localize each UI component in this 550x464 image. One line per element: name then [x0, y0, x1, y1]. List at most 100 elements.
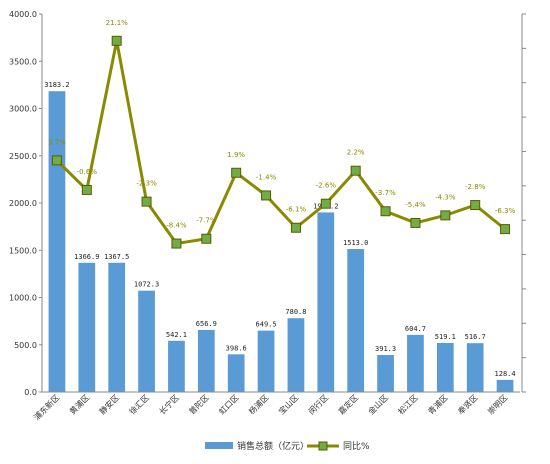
bar	[407, 334, 424, 392]
yoy-value-label: -8.4%	[166, 222, 187, 230]
yoy-marker	[500, 224, 511, 235]
bar-value-label: 656.9	[196, 320, 217, 328]
category-label: 奉贤区	[456, 392, 480, 416]
left-axis-tick-label: 500.0	[14, 341, 37, 350]
yoy-value-label: -2.8%	[465, 183, 486, 191]
bar	[78, 262, 96, 392]
category-label: 青浦区	[426, 392, 450, 416]
bar	[48, 91, 66, 393]
category-label: 闵行区	[306, 392, 330, 416]
bar	[287, 318, 305, 392]
yoy-value-label: 1.9%	[227, 151, 245, 159]
legend-label-sales: 销售总额（亿元）	[237, 440, 309, 452]
bar-value-label: 1072.3	[134, 281, 159, 289]
yoy-marker	[111, 35, 122, 46]
bar	[138, 290, 155, 392]
bar	[257, 330, 275, 392]
yoy-marker	[470, 200, 481, 211]
yoy-value-label: -2.6%	[316, 182, 337, 190]
yoy-value-label: -3.7%	[375, 189, 396, 197]
yoy-value-label: 2.2%	[347, 149, 365, 157]
bar	[347, 249, 365, 392]
yoy-marker	[410, 217, 421, 228]
bar-value-label: 128.4	[495, 370, 516, 378]
left-axis-tick-label: 0.0	[24, 388, 37, 397]
bar	[197, 329, 215, 392]
bar	[227, 354, 245, 392]
bar-value-label: 398.6	[226, 344, 247, 352]
category-label: 徐汇区	[127, 392, 151, 416]
yoy-marker	[320, 198, 331, 209]
right-axis	[521, 13, 526, 393]
yoy-value-label: -1.4%	[256, 173, 277, 181]
bar-value-label: 604.7	[405, 325, 426, 333]
legend-swatch-sales	[205, 442, 233, 449]
left-axis-tick-label: 1500.0	[9, 246, 37, 255]
legend-marker-yoy	[318, 441, 328, 451]
bar	[436, 342, 454, 392]
legend-label-yoy: 同比%	[343, 440, 370, 452]
yoy-value-label: -0.6%	[77, 168, 98, 176]
yoy-line	[55, 40, 507, 246]
category-label: 嘉定区	[336, 392, 360, 416]
bar-value-label: 649.5	[256, 321, 277, 329]
category-label: 崇明区	[486, 393, 509, 416]
left-axis-tick-label: 4000.0	[9, 10, 37, 19]
yoy-value-label: 3.7%	[48, 138, 66, 146]
bar	[317, 212, 335, 392]
bar	[377, 355, 394, 392]
bar	[496, 379, 514, 392]
bar-value-label: 391.3	[375, 345, 396, 353]
yoy-value-label: -7.7%	[196, 217, 217, 225]
category-label: 黄浦区	[67, 392, 91, 416]
category-label: 杨浦区	[246, 392, 270, 416]
category-label: 长宁区	[157, 392, 181, 416]
legend: 销售总额（亿元） 同比%	[205, 440, 370, 452]
yoy-marker	[81, 184, 92, 195]
left-axis-tick-label: 2500.0	[9, 152, 37, 161]
yoy-marker	[350, 165, 361, 176]
left-axis-tick-label: 2000.0	[9, 199, 37, 208]
bar-value-label: 780.8	[285, 308, 306, 316]
category-label: 虹口区	[217, 393, 240, 416]
bar-value-label: 519.1	[435, 333, 456, 341]
bar-value-label: 3183.2	[44, 81, 69, 89]
category-label: 金山区	[366, 392, 390, 416]
yoy-value-label: -5.4%	[405, 201, 426, 209]
category-label: 静安区	[97, 392, 121, 416]
yoy-value-label: -6.3%	[495, 207, 516, 215]
yoy-marker	[171, 238, 182, 249]
yoy-marker	[261, 190, 272, 201]
bar-value-label: 1367.5	[104, 253, 129, 261]
left-axis: 0.0 500.0 1000.0 1500.0 2000.0 2500.0 3000.0 35…	[9, 10, 43, 397]
category-label: 松江区	[396, 392, 420, 416]
yoy-value-label: 21.1%	[106, 19, 129, 27]
category-axis: 浦东新区 黄浦区 静安区 徐汇区 长宁区 普陀区 虹口区 杨浦区 宝山区 闵行区 嘉定区 金山区 松江区…	[32, 391, 520, 422]
bar-value-label: 516.7	[465, 333, 486, 341]
bar	[466, 343, 484, 392]
bar	[168, 340, 185, 392]
bar-value-label: 1366.9	[74, 253, 99, 261]
yoy-value-label: -2.3%	[136, 180, 157, 188]
yoy-marker	[290, 222, 301, 233]
category-label: 宝山区	[276, 392, 300, 416]
yoy-line-series	[51, 35, 511, 249]
category-label: 普陀区	[187, 392, 211, 416]
yoy-marker	[231, 167, 242, 178]
left-axis-tick-label: 3500.0	[9, 57, 37, 66]
bar-value-label: 542.1	[166, 331, 187, 339]
bar	[108, 262, 126, 392]
left-axis-tick-label: 3000.0	[9, 105, 37, 114]
bar-value-label: 1513.0	[343, 239, 368, 247]
yoy-value-label: -4.3%	[435, 193, 456, 201]
yoy-marker	[440, 210, 451, 221]
yoy-marker	[380, 206, 391, 217]
yoy-value-labels: 3.7% -0.6% 21.1% -2.3% -8.4% -7.7% 1.9% -1.4% -6…	[48, 19, 516, 230]
yoy-marker	[201, 233, 212, 244]
yoy-value-label: -6.1%	[286, 206, 307, 214]
bar-series	[48, 91, 514, 393]
yoy-marker	[141, 196, 152, 207]
yoy-marker	[51, 155, 62, 166]
left-axis-tick-label: 1000.0	[9, 294, 37, 303]
